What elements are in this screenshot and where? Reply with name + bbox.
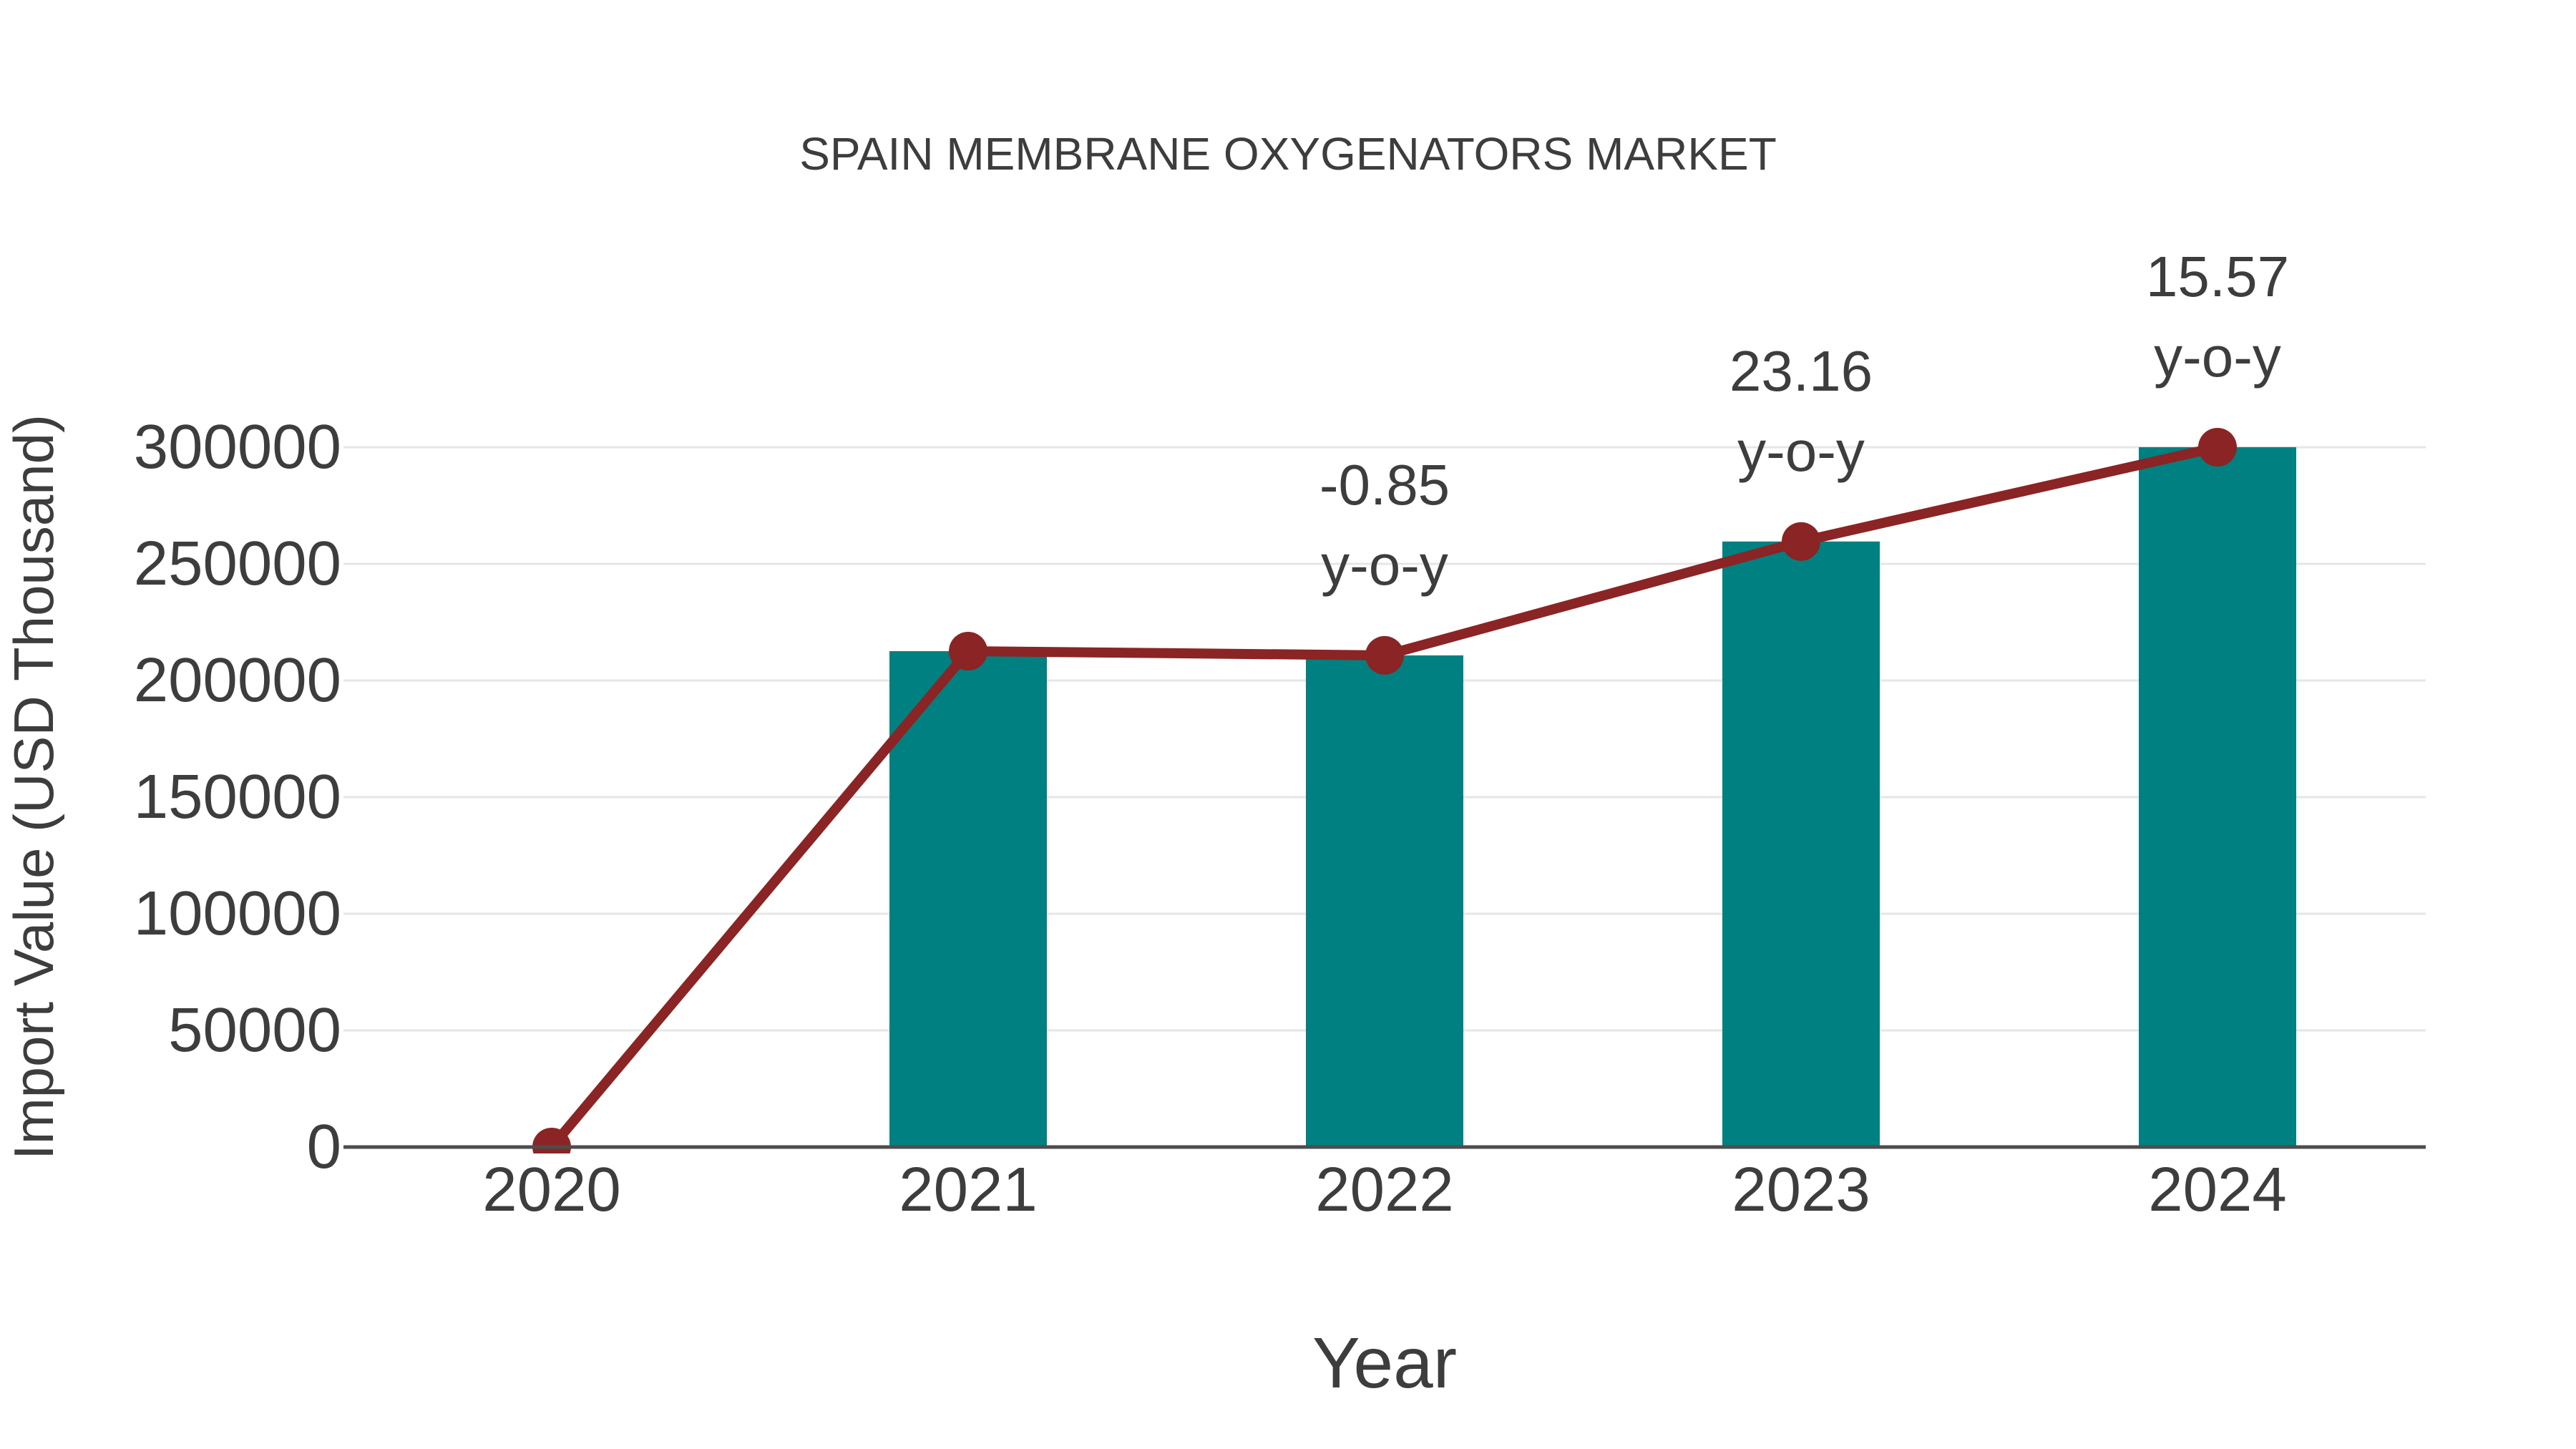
y-tick-label: 100000 xyxy=(133,879,341,948)
bar-2021 xyxy=(889,651,1047,1147)
bar-2022 xyxy=(1306,655,1463,1147)
y-tick-label: 300000 xyxy=(133,412,341,482)
x-axis-title: Year xyxy=(1312,1323,1458,1403)
chart-title: SPAIN MEMBRANE OXYGENATORS MARKET xyxy=(799,128,1777,180)
trend-marker-2022 xyxy=(1365,635,1404,675)
bar-2024 xyxy=(2139,447,2296,1147)
annotation-2024: 15.57 y-o-y xyxy=(2003,237,2432,397)
y-tick-label: 50000 xyxy=(168,995,341,1065)
trend-marker-2021 xyxy=(949,632,987,671)
annotation-value: -0.85 xyxy=(1319,452,1450,517)
trend-line-group xyxy=(532,428,2237,1153)
trend-marker-2023 xyxy=(1782,522,1820,561)
trend-marker-2024 xyxy=(2198,428,2237,467)
annotation-2023: 23.16 y-o-y xyxy=(1586,331,2016,492)
x-tick-label: 2023 xyxy=(1732,1155,1870,1224)
annotation-suffix: y-o-y xyxy=(2154,325,2281,389)
x-tick-label: 2022 xyxy=(1315,1155,1454,1224)
annotation-suffix: y-o-y xyxy=(1737,419,1865,483)
y-tick-label: 250000 xyxy=(133,529,341,598)
x-tick-label: 2021 xyxy=(899,1155,1038,1224)
annotation-suffix: y-o-y xyxy=(1321,532,1448,597)
annotation-value: 23.16 xyxy=(1729,338,1873,403)
x-tick-label: 2024 xyxy=(2148,1155,2287,1224)
annotation-value: 15.57 xyxy=(2145,245,2290,308)
x-tick-label: 2020 xyxy=(482,1155,621,1224)
y-tick-label: 0 xyxy=(306,1112,341,1181)
y-tick-label: 200000 xyxy=(133,645,341,715)
annotation-2022: -0.85 y-o-y xyxy=(1170,445,1599,605)
y-tick-label: 150000 xyxy=(133,762,341,831)
bar-2023 xyxy=(1722,541,1880,1147)
